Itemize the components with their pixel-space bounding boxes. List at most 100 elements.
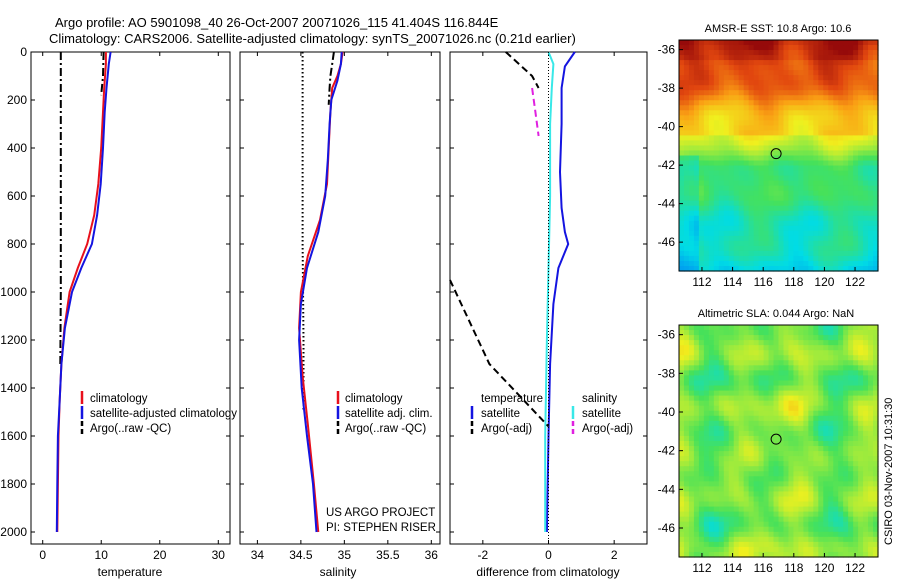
y-tick-label: 1200: [0, 333, 27, 347]
map-cell: [718, 160, 725, 167]
map-cell: [838, 65, 844, 71]
map-cell: [698, 521, 705, 528]
map-cell: [728, 150, 735, 157]
map-cell: [698, 230, 705, 237]
map-cell: [818, 370, 824, 377]
map-cell: [693, 355, 700, 361]
map-cell: [873, 255, 879, 262]
map-cell: [863, 220, 869, 227]
map-cell: [723, 260, 730, 267]
map-cell: [823, 390, 829, 397]
map-cell: [783, 200, 790, 207]
map-cell: [763, 390, 770, 397]
map-cell: [788, 120, 795, 126]
map-cell: [873, 531, 879, 538]
map-cell: [688, 225, 695, 232]
map-cell: [728, 501, 735, 508]
map-cell: [683, 516, 690, 523]
map-cell: [853, 175, 859, 182]
map-cell: [828, 430, 834, 437]
map-cell: [843, 531, 849, 538]
map-cell: [743, 330, 750, 336]
map-cell: [793, 185, 799, 192]
map-cell: [813, 521, 819, 528]
map-cell: [833, 115, 839, 121]
map-cell: [688, 546, 695, 553]
map-cell: [733, 40, 740, 46]
map-cell: [758, 175, 765, 182]
map-cell: [683, 130, 690, 137]
map-cell: [858, 506, 864, 513]
map-cell: [723, 400, 730, 407]
map-cell: [853, 195, 859, 202]
map-cell: [818, 85, 824, 91]
map-cell: [808, 80, 814, 86]
map-cell: [823, 210, 829, 217]
map-cell: [858, 170, 864, 177]
map-cell: [679, 360, 685, 366]
map-cell: [803, 486, 809, 493]
map-cell: [738, 420, 745, 427]
map-cell: [763, 536, 770, 543]
map-cell: [738, 526, 745, 533]
map-cell: [679, 55, 685, 61]
map-cell: [823, 541, 829, 548]
map-cell: [828, 235, 834, 242]
map-cell: [788, 75, 795, 81]
map-cell: [813, 441, 819, 447]
map-cell: [693, 170, 700, 177]
map-cell: [743, 461, 750, 467]
map-cell: [833, 65, 839, 71]
map-cell: [743, 210, 750, 217]
map-cell: [708, 200, 715, 207]
map-cell: [873, 170, 879, 177]
map-cell: [753, 250, 760, 257]
map-cell: [818, 435, 824, 442]
map-cell: [823, 481, 829, 487]
map-cell: [868, 345, 874, 351]
legend-heading-temperature: temperature: [481, 393, 543, 405]
map-cell: [679, 446, 685, 452]
map-cell: [863, 215, 869, 222]
map-cell: [803, 435, 809, 442]
map-cell: [833, 491, 839, 498]
map-cell: [758, 335, 765, 341]
map-cell: [693, 165, 700, 172]
map-cell: [683, 205, 690, 212]
map-cell: [833, 350, 839, 356]
map-cell: [763, 335, 770, 341]
map-cell: [868, 516, 874, 523]
map-cell: [713, 50, 720, 56]
map-cell: [723, 546, 730, 553]
map-cell: [698, 496, 705, 503]
map-cell: [788, 245, 795, 252]
x-tick-label: -2: [477, 548, 488, 562]
map-cell: [838, 250, 844, 257]
map-cell: [763, 265, 770, 272]
map-cell: [813, 235, 819, 242]
map-cell: [683, 240, 690, 247]
map-cell: [768, 70, 775, 76]
map-cell: [873, 536, 879, 543]
map-cell: [868, 85, 874, 91]
map-cell: [763, 230, 770, 237]
map-cell: [793, 150, 799, 157]
map-cell: [828, 501, 834, 508]
map-cell: [803, 325, 809, 331]
map-cell: [858, 365, 864, 371]
map-cell: [703, 55, 710, 61]
map-cell: [743, 245, 750, 252]
map-cell: [688, 420, 695, 427]
map-cell: [788, 340, 795, 346]
map-cell: [703, 140, 710, 147]
map-cell: [788, 90, 795, 96]
map-cell: [763, 496, 770, 503]
map-cell: [833, 215, 839, 222]
map-cell: [693, 190, 700, 197]
map-cell: [688, 491, 695, 498]
map-cell: [703, 546, 710, 553]
map-cell: [743, 40, 750, 46]
map-cell: [838, 340, 844, 346]
map-cell: [753, 536, 760, 543]
map-cell: [708, 145, 715, 152]
